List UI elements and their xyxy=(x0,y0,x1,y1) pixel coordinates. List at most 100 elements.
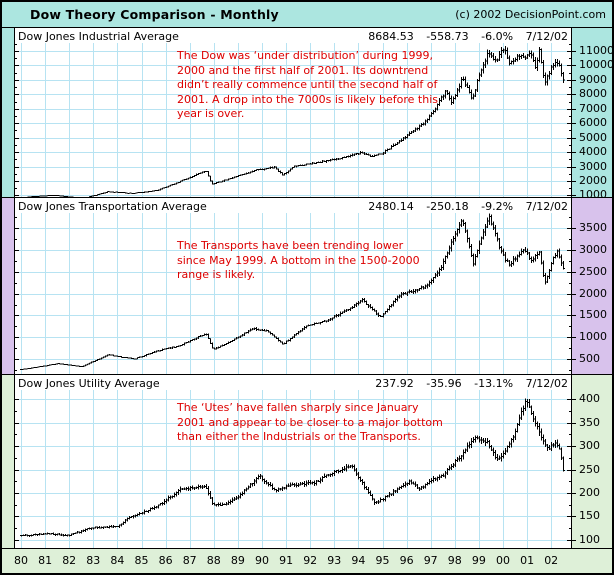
y-tick-label: 500 xyxy=(579,352,600,366)
industrials-plot: Dow Jones Industrial Average 8684.53 -55… xyxy=(14,28,572,198)
utilities-annotation: The ‘Utes’ have fallen sharply since Jan… xyxy=(177,401,443,443)
y-tick-mark xyxy=(572,422,576,424)
utilities-change: -35.96 xyxy=(426,376,462,390)
transports-quote: 2480.14 -250.18 -9.2% 7/12/02 xyxy=(359,200,568,213)
x-tick-label: 86 xyxy=(158,554,173,567)
transports-change: -250.18 xyxy=(426,199,469,213)
x-tick-label: 82 xyxy=(62,554,77,567)
utilities-y-axis: 100 150 200 250 300 350 400 xyxy=(572,375,612,548)
utilities-change-pct: -13.1% xyxy=(474,376,514,390)
industrials-quote: 8684.53 -558.73 -6.0% 7/12/02 xyxy=(359,30,568,43)
y-tick-mark xyxy=(572,123,576,125)
y-tick-mark xyxy=(572,227,576,229)
y-tick-mark xyxy=(572,539,576,541)
industrials-plot-header: Dow Jones Industrial Average 8684.53 -55… xyxy=(15,28,571,43)
x-tick-label: 00 xyxy=(496,554,510,567)
y-tick-label: 3500 xyxy=(579,220,607,234)
x-tick-label: 93 xyxy=(327,554,342,567)
transports-last-price: 2480.14 xyxy=(368,199,414,213)
y-tick-label: 200 xyxy=(579,485,600,499)
x-tick-label: 99 xyxy=(471,554,486,567)
y-tick-label: 100 xyxy=(579,532,600,546)
y-tick-mark xyxy=(572,65,576,67)
industrials-accent-stripe xyxy=(2,28,14,197)
utilities-price-chart xyxy=(15,390,571,549)
x-tick-label: 94 xyxy=(351,554,366,567)
transports-plot-header: Dow Jones Transportation Average 2480.14… xyxy=(15,198,571,213)
y-tick-label: 150 xyxy=(579,509,600,523)
y-tick-mark xyxy=(572,271,576,273)
y-tick-mark xyxy=(572,152,576,154)
y-tick-label: 8000 xyxy=(579,87,607,101)
y-tick-mark xyxy=(572,50,576,52)
x-tick-label: 91 xyxy=(279,554,294,567)
y-tick-label: 250 xyxy=(579,462,600,476)
x-tick-label: 88 xyxy=(206,554,221,567)
x-tick-label: 80 xyxy=(14,554,28,567)
y-tick-mark xyxy=(572,166,576,168)
panel-utilities: Dow Jones Utility Average 237.92 -35.96 … xyxy=(2,374,612,549)
x-tick-label: 02 xyxy=(544,554,559,567)
x-tick-label: 84 xyxy=(110,554,125,567)
utilities-series-title: Dow Jones Utility Average xyxy=(18,376,160,390)
x-tick-label: 01 xyxy=(520,554,535,567)
utilities-quote: 237.92 -35.96 -13.1% 7/12/02 xyxy=(366,377,568,390)
y-tick-label: 2000 xyxy=(579,173,607,187)
x-tick-label: 89 xyxy=(230,554,245,567)
y-tick-mark xyxy=(572,137,576,139)
panel-industrials: Dow Jones Industrial Average 8684.53 -55… xyxy=(2,27,614,201)
y-tick-label: 350 xyxy=(579,415,600,429)
x-axis: 80 81 82 83 84 85 86 87 88 89 90 91 92 93 94 95 96 97 98 99… xyxy=(2,548,612,573)
y-tick-mark xyxy=(572,79,576,81)
y-tick-mark xyxy=(572,293,576,295)
industrials-price-chart xyxy=(15,43,571,198)
y-tick-mark xyxy=(572,516,576,518)
x-tick-label: 83 xyxy=(86,554,101,567)
y-tick-mark xyxy=(572,359,576,361)
industrials-change: -558.73 xyxy=(426,29,469,43)
y-tick-label: 4000 xyxy=(579,145,607,159)
y-tick-mark xyxy=(572,469,576,471)
y-tick-label: 10000 xyxy=(579,58,614,72)
y-tick-mark xyxy=(572,108,576,110)
titlebar: Dow Theory Comparison - Monthly (c) 2002… xyxy=(2,2,612,27)
utilities-plot-header: Dow Jones Utility Average 237.92 -35.96 … xyxy=(15,375,571,390)
y-tick-label: 1500 xyxy=(579,308,607,322)
copyright-text: (c) 2002 DecisionPoint.com xyxy=(455,8,606,21)
y-tick-mark xyxy=(572,94,576,96)
x-tick-label: 97 xyxy=(423,554,438,567)
y-tick-mark xyxy=(572,315,576,317)
x-tick-label: 96 xyxy=(399,554,414,567)
y-tick-label: 2500 xyxy=(579,264,607,278)
industrials-series-title: Dow Jones Industrial Average xyxy=(18,29,179,43)
x-tick-label: 90 xyxy=(255,554,269,567)
transports-price-chart xyxy=(15,213,571,375)
transports-quote-date: 7/12/02 xyxy=(525,199,568,213)
y-tick-label: 9000 xyxy=(579,72,607,86)
panel-transports: Dow Jones Transportation Average 2480.14… xyxy=(2,197,612,375)
y-tick-label: 2000 xyxy=(579,286,607,300)
x-tick-label: 92 xyxy=(303,554,318,567)
y-tick-mark xyxy=(572,337,576,339)
y-tick-label: 7000 xyxy=(579,101,607,115)
industrials-quote-date: 7/12/02 xyxy=(525,29,568,43)
y-tick-label: 3000 xyxy=(579,242,607,256)
industrials-annotation: The Dow was ‘under distribution’ during … xyxy=(177,49,438,120)
utilities-accent-stripe xyxy=(2,375,14,548)
transports-series-title: Dow Jones Transportation Average xyxy=(18,199,207,213)
industrials-change-pct: -6.0% xyxy=(481,29,514,43)
y-tick-label: 3000 xyxy=(579,159,607,173)
x-tick-label: 95 xyxy=(375,554,390,567)
x-tick-label: 87 xyxy=(182,554,197,567)
page-title: Dow Theory Comparison - Monthly xyxy=(30,7,279,22)
utilities-last-price: 237.92 xyxy=(375,376,414,390)
transports-annotation: The Transports have been trending lower … xyxy=(177,239,420,281)
y-tick-mark xyxy=(572,249,576,251)
utilities-quote-date: 7/12/02 xyxy=(525,376,568,390)
transports-accent-stripe xyxy=(2,198,14,374)
industrials-y-axis: 1000 2000 3000 4000 5000 6000 7000 8000 9000 1000… xyxy=(572,28,614,201)
y-tick-mark xyxy=(572,195,576,197)
transports-plot: Dow Jones Transportation Average 2480.14… xyxy=(14,198,572,375)
transports-change-pct: -9.2% xyxy=(481,199,514,213)
